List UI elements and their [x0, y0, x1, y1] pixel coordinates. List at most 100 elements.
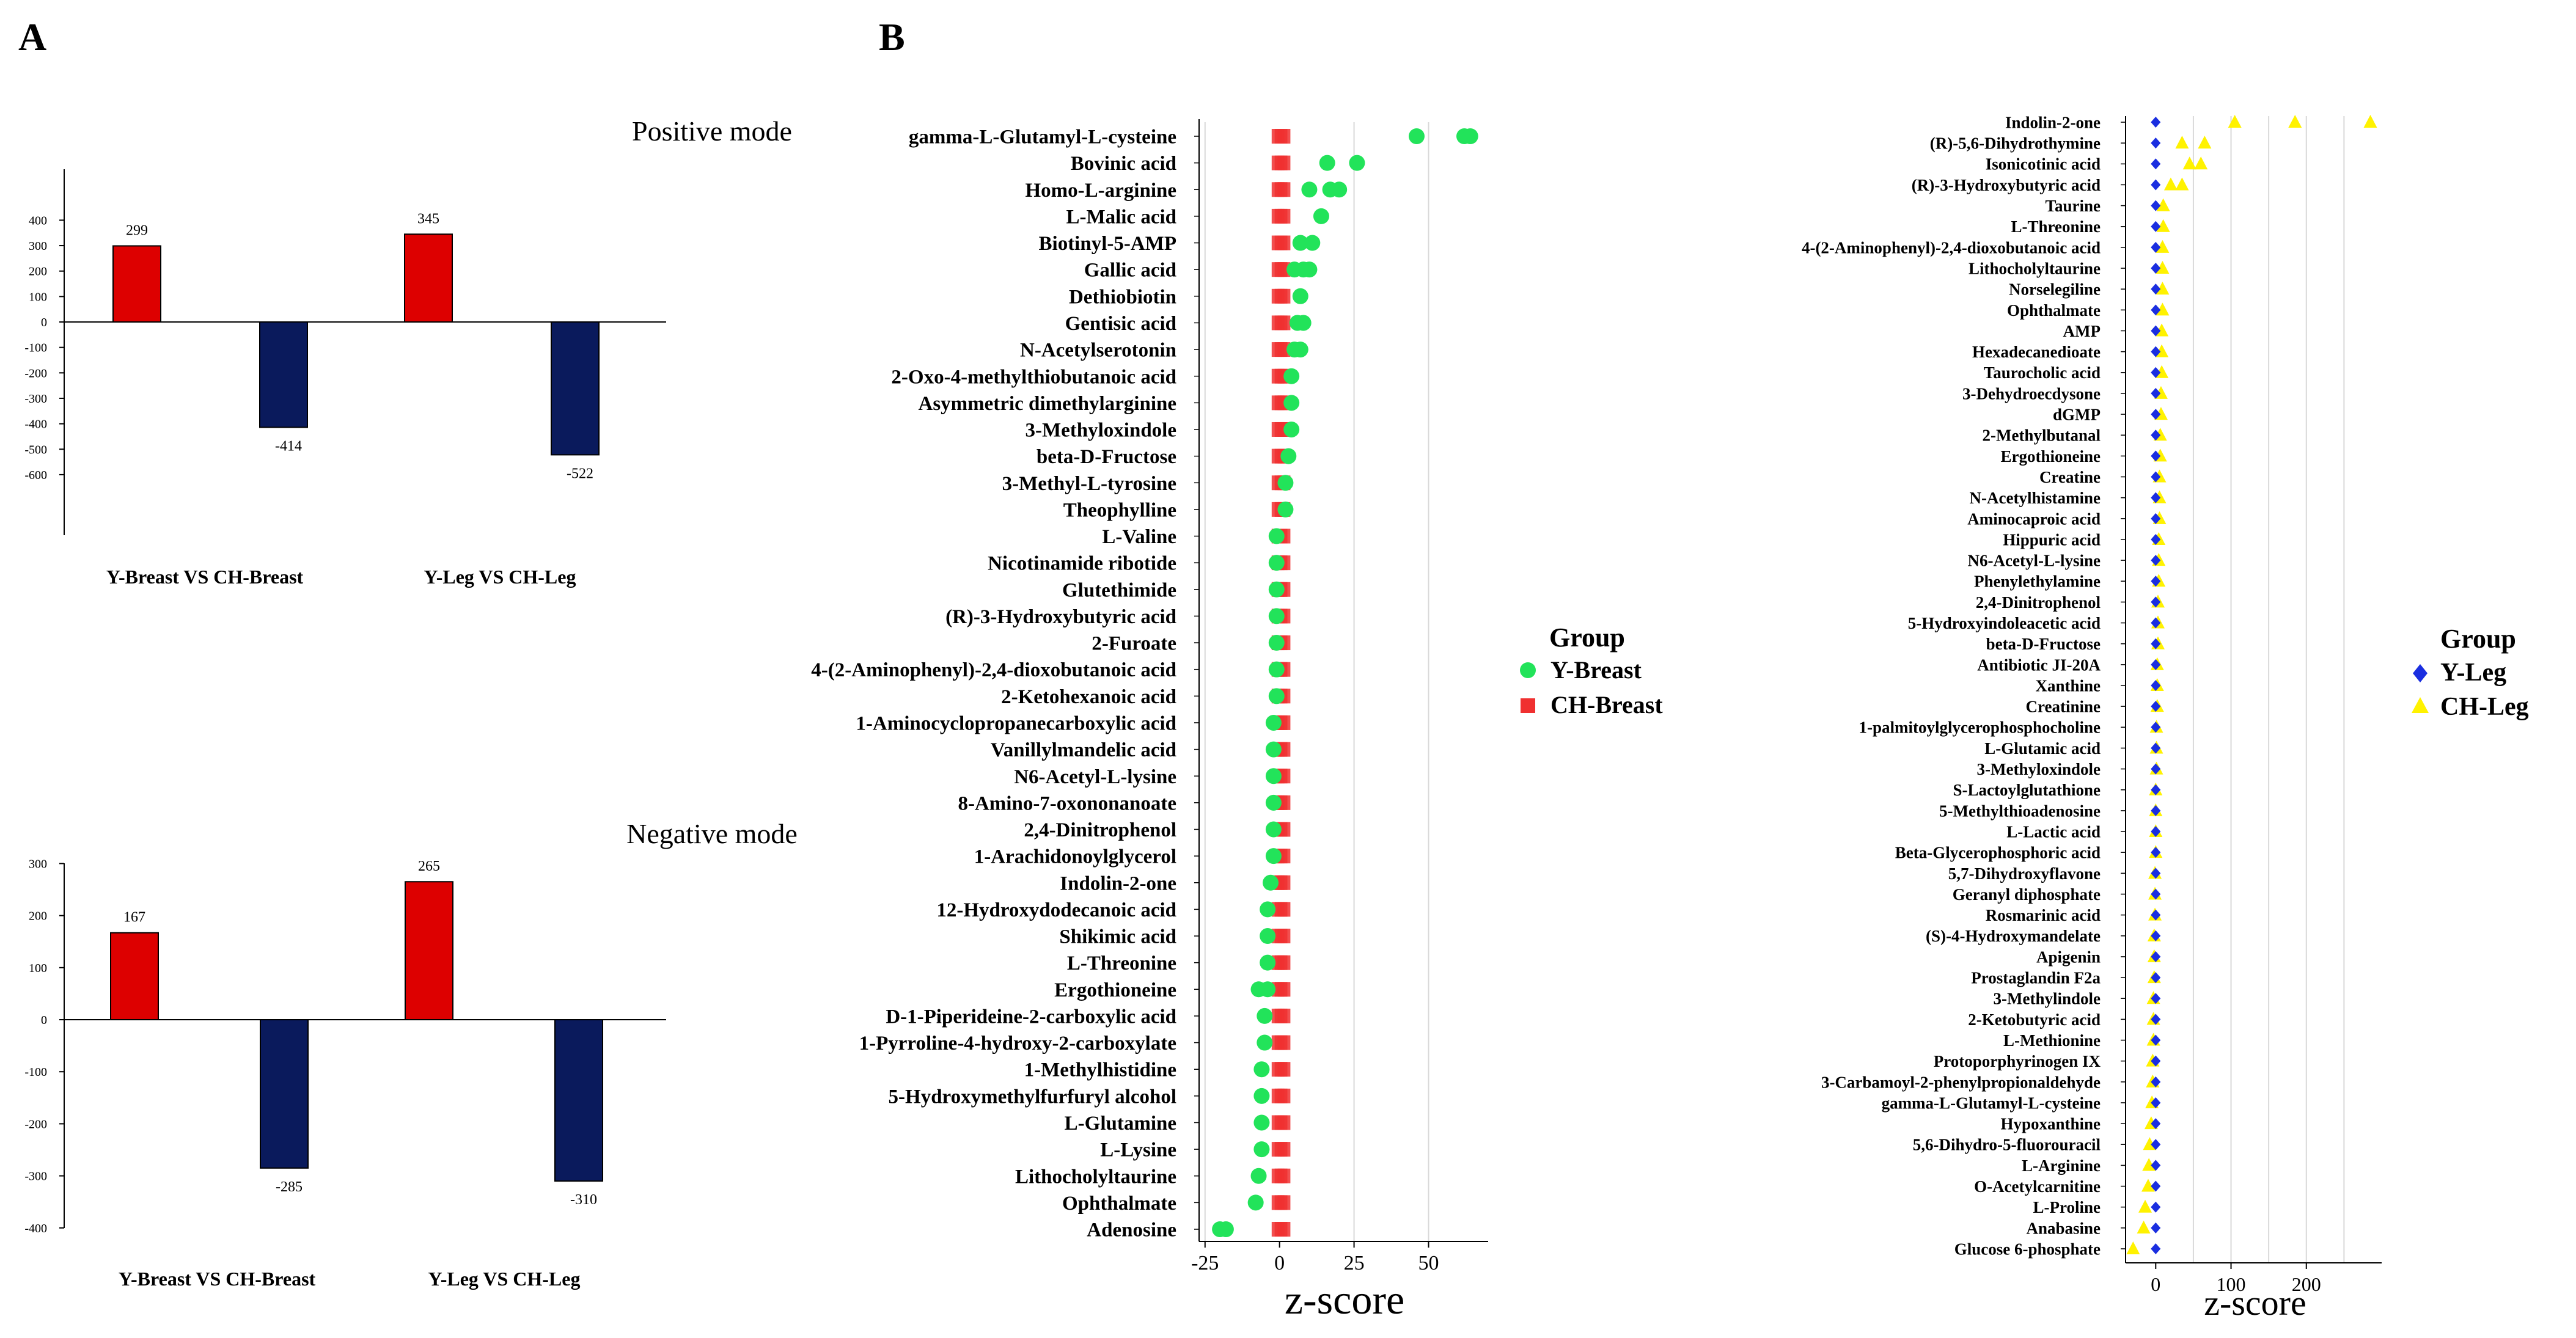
point-ch-leg [2163, 177, 2178, 191]
point-y-breast [1257, 1034, 1273, 1051]
legend-marker-ch-leg [2412, 697, 2429, 713]
metabolite-label: L-Arginine [2022, 1157, 2101, 1175]
point-y-breast [1265, 714, 1282, 731]
legend-marker-y-breast [1520, 662, 1536, 678]
metabolite-label: N-Acetylserotonin [1020, 340, 1176, 362]
point-y-leg [2151, 471, 2161, 483]
point-ch-leg [2156, 282, 2170, 295]
point-y-leg [2151, 972, 2161, 984]
metabolite-label: 3-Methyl-L-tyrosine [1002, 473, 1176, 495]
point-ch-breast [1280, 982, 1291, 997]
x-tick-label: 0 [2151, 1273, 2160, 1295]
point-y-breast [1280, 448, 1297, 464]
bar-down [551, 321, 600, 456]
x-tick-label: 25 [1344, 1252, 1365, 1274]
point-ch-leg [2137, 1220, 2151, 1234]
point-ch-breast [1280, 1008, 1291, 1023]
bar-down [260, 1019, 309, 1169]
metabolite-label: L-Valine [1102, 526, 1176, 548]
panel-label-a: A [18, 15, 46, 59]
point-y-breast [1301, 181, 1318, 198]
bar-value-label: -285 [276, 1179, 303, 1195]
point-y-breast [1253, 1114, 1270, 1131]
metabolite-label: Rosmarinic acid [1986, 906, 2101, 924]
bar-value-label: 299 [126, 222, 148, 238]
point-y-breast [1260, 928, 1276, 945]
metabolite-label: Ophthalmate [2007, 301, 2101, 320]
bar-value-label: -310 [570, 1192, 597, 1208]
point-y-leg [2151, 1201, 2161, 1213]
y-tick-label: -100 [24, 1066, 47, 1079]
y-tick-label: 400 [29, 214, 47, 227]
metabolite-label: Protoporphyrinogen IX [1934, 1052, 2101, 1070]
y-tick-label: -200 [24, 1117, 47, 1131]
point-ch-leg [2141, 1179, 2155, 1192]
positive-mode-title: Positive mode [632, 115, 792, 147]
x-tick-label: 100 [2217, 1273, 2246, 1295]
point-y-breast [1304, 235, 1321, 251]
leg-legend-title: Group [2440, 624, 2516, 654]
point-y-breast [1260, 954, 1276, 971]
point-ch-leg [2228, 115, 2242, 128]
metabolite-label: (S)-4-Hydroxymandelate [1926, 927, 2101, 945]
point-ch-breast [1280, 1142, 1291, 1157]
point-y-breast [1292, 342, 1308, 358]
metabolite-label: (R)-3-Hydroxybutyric acid [945, 606, 1176, 628]
y-tick-label: -400 [24, 1222, 47, 1235]
point-y-leg [2151, 1014, 2161, 1025]
metabolite-label: Adenosine [1087, 1219, 1176, 1241]
point-y-leg [2151, 200, 2161, 211]
point-ch-breast [1280, 742, 1291, 757]
metabolite-label: Apigenin [2036, 948, 2101, 966]
metabolite-label: N6-Acetyl-L-lysine [1014, 766, 1176, 788]
metabolite-label: 3-Methylindole [1994, 990, 2101, 1008]
point-ch-breast [1280, 715, 1291, 730]
point-y-leg [2151, 346, 2161, 357]
y-tick-label: -300 [24, 1170, 47, 1183]
metabolite-label: 5-Hydroxyindoleacetic acid [1908, 614, 2101, 632]
point-y-breast [1253, 1088, 1270, 1104]
bar-down [554, 1019, 603, 1182]
point-ch-leg [2142, 1158, 2156, 1171]
metabolite-label: 2-Ketohexanoic acid [1001, 686, 1176, 708]
point-y-breast [1260, 981, 1276, 998]
metabolite-label: beta-D-Fructose [1037, 446, 1176, 468]
bar-value-label: -414 [275, 438, 302, 454]
y-tick-label: 200 [29, 265, 47, 279]
bar-up [405, 881, 453, 1020]
metabolite-label: S-Lactoylglutathione [1953, 781, 2101, 799]
metabolite-label: Xanthine [2035, 676, 2101, 695]
point-y-breast [1257, 1007, 1273, 1024]
point-y-leg [2151, 617, 2161, 629]
point-y-leg [2151, 659, 2161, 670]
metabolite-label: Hexadecanedioate [1972, 343, 2101, 361]
point-ch-breast [1280, 1088, 1291, 1103]
legend-label-y-leg: Y-Leg [2440, 659, 2506, 687]
point-y-breast [1277, 501, 1294, 517]
point-y-breast [1283, 421, 1300, 437]
point-ch-leg [2198, 136, 2212, 149]
point-y-leg [2151, 221, 2161, 232]
metabolite-label: Prostaglandin F2a [1971, 969, 2101, 987]
point-y-leg [2151, 701, 2161, 712]
y-tick-label: -500 [24, 443, 47, 456]
point-ch-breast [1280, 1168, 1291, 1183]
metabolite-label: Asymmetric dimethylarginine [918, 393, 1176, 415]
point-y-breast [1295, 315, 1312, 331]
metabolite-label: 1-Arachidonoylglycerol [974, 846, 1176, 868]
y-tick-label: 0 [41, 1014, 47, 1027]
metabolite-label: L-Lactic acid [2006, 822, 2101, 841]
point-y-leg [2151, 1139, 2161, 1150]
point-ch-breast [1280, 1222, 1291, 1237]
point-y-leg [2151, 241, 2161, 253]
point-y-breast [1265, 768, 1282, 784]
legend-marker-y-leg [2413, 664, 2427, 682]
metabolite-label: 12-Hydroxydodecanoic acid [936, 899, 1176, 921]
y-tick-label: 0 [41, 316, 47, 329]
metabolite-label: L-Proline [2033, 1198, 2101, 1216]
point-y-breast [1313, 208, 1329, 224]
negative-mode-title: Negative mode [626, 818, 798, 849]
metabolite-label: 1-Pyrroline-4-hydroxy-2-carboxylate [859, 1033, 1176, 1055]
metabolite-label: 2,4-Dinitrophenol [1976, 593, 2101, 612]
